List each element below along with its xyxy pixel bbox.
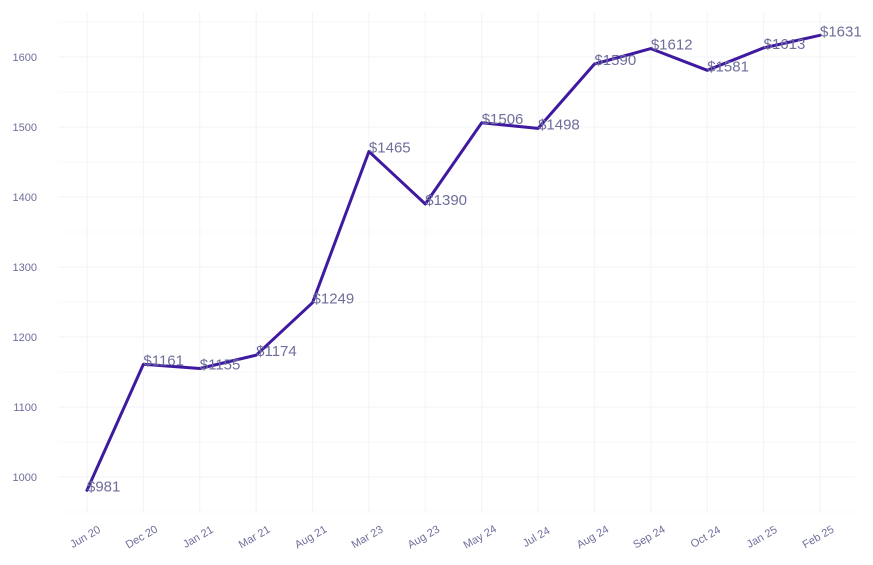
x-tick-label: Aug 21: [293, 523, 329, 551]
x-tick-label: Feb 25: [801, 524, 837, 552]
x-tick-label: Dec 20: [124, 523, 160, 551]
data-label: $1465: [369, 140, 411, 157]
x-tick-label: Sep 24: [631, 523, 667, 551]
grid-layer: [58, 12, 855, 513]
data-label: $1155: [200, 357, 241, 374]
data-label: $1390: [425, 192, 467, 209]
data-label: $1174: [256, 343, 297, 360]
x-tick-label: Mar 23: [350, 524, 386, 552]
x-tick-label: Jul 24: [521, 525, 552, 550]
x-tick-label: Aug 23: [406, 523, 442, 551]
x-tick-label: Jan 21: [181, 524, 216, 551]
x-tick-label: Jan 25: [745, 524, 780, 551]
series-line: [85, 33, 822, 492]
data-label: $1161: [143, 352, 184, 369]
data-label: $1506: [482, 111, 524, 128]
x-tick-label: Mar 21: [237, 524, 273, 552]
y-tick-label: 1000: [13, 472, 37, 484]
y-axis-ticks: 1000 1100 1200 1300 1400 1500 1600: [13, 52, 37, 484]
y-tick-label: 1300: [13, 262, 37, 274]
x-tick-label: Aug 24: [575, 523, 611, 551]
x-tick-label: May 24: [462, 523, 499, 551]
y-tick-label: 1500: [13, 122, 37, 134]
data-label: $1613: [764, 36, 806, 53]
y-tick-label: 1100: [13, 402, 37, 414]
x-axis-ticks: Jun 20 Dec 20 Jan 21 Mar 21 Aug 21 Mar 23 Aug …: [68, 523, 836, 551]
data-label: $1590: [594, 52, 636, 69]
data-label: $1581: [707, 58, 749, 75]
y-tick-label: 1400: [13, 192, 37, 204]
series-line-layer: [85, 33, 822, 492]
data-label: $1249: [313, 291, 355, 308]
data-label-layer: $981 $1161 $1155 $1174 $1249 $1465 $1390 $1506 $…: [87, 23, 862, 495]
y-tick-label: 1600: [13, 52, 37, 64]
data-label: $981: [87, 478, 120, 495]
x-tick-label: Oct 24: [689, 524, 723, 551]
data-label: $1631: [820, 23, 862, 40]
data-label: $1612: [651, 37, 693, 54]
x-tick-label: Jun 20: [68, 524, 103, 551]
y-tick-label: 1200: [13, 332, 37, 344]
data-label: $1498: [538, 116, 580, 133]
